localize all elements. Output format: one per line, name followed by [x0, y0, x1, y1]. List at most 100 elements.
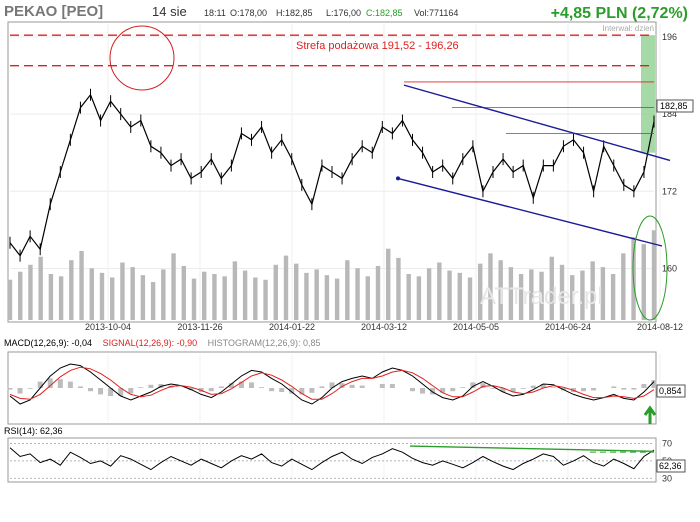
trend-lines	[10, 34, 671, 247]
volume-bar	[406, 274, 411, 320]
macd-histogram-bar	[410, 388, 415, 392]
volume-bar	[478, 263, 483, 320]
volume-bar	[150, 282, 156, 320]
axis-labels: 160 172 184 196 2013-10-04 2013-11-26 2014-01-…	[85, 32, 683, 483]
macd-histogram-bar	[420, 388, 426, 394]
macd-histogram-bar	[440, 388, 446, 393]
date-tick-label: 2014-05-05	[453, 322, 499, 332]
volume-bar	[590, 261, 595, 320]
macd-histogram-bar	[611, 386, 617, 388]
date-tick-label: 2013-10-04	[85, 322, 131, 332]
macd-legend: MACD(12,26,9): -0,04 SIGNAL(12,26,9): -0…	[4, 338, 321, 348]
volume-bar	[355, 268, 360, 320]
breakout-zone	[641, 35, 655, 153]
macd-histogram-bar	[500, 388, 506, 392]
macd-histogram-bar	[631, 388, 637, 390]
price-series	[9, 88, 655, 262]
volume-bar	[181, 265, 186, 320]
macd-histogram-bar	[430, 388, 436, 395]
channel-lower-line	[397, 177, 663, 247]
macd-histogram-bar	[641, 384, 647, 388]
signal-line	[9, 366, 655, 400]
symbol-title: PEKAO [PEO]	[4, 3, 103, 20]
date-tick-label: 2014-03-12	[361, 322, 407, 332]
volume-bar	[253, 277, 258, 320]
rsi-panel	[7, 437, 657, 483]
macd-legend-signal: SIGNAL(12,26,9): -0,90	[103, 338, 198, 348]
volume-bar	[263, 279, 268, 320]
macd-histogram-bar	[530, 385, 536, 388]
macd-histogram-bar	[581, 388, 587, 392]
low-label: L:176,00	[326, 8, 361, 18]
volume-bar	[508, 267, 514, 320]
volume-bar	[69, 260, 74, 320]
macd-histogram-bar	[309, 388, 315, 393]
macd-histogram-bar	[379, 384, 385, 388]
volume-bar	[386, 248, 391, 320]
volume-bar	[7, 279, 13, 320]
macd-histogram-bar	[249, 382, 254, 388]
price-tick-label: 172	[662, 186, 677, 196]
macd-histogram-bar	[238, 381, 244, 388]
volume-bar	[498, 260, 503, 320]
macd-histogram-bar	[289, 388, 295, 394]
price-last-tag	[656, 99, 694, 113]
date-label: 14 sie	[152, 4, 187, 19]
volume-bar	[110, 277, 115, 320]
volume-bar	[570, 275, 575, 320]
volume-bar	[416, 276, 422, 320]
rsi-line	[9, 447, 655, 471]
price-line	[9, 93, 655, 257]
volume-bar	[518, 274, 524, 320]
volume-bar	[232, 261, 238, 320]
volume-bar	[314, 269, 319, 320]
volume-bar	[610, 274, 616, 320]
date-tick-label: 2014-08-12	[637, 322, 683, 332]
macd-last-tag	[656, 384, 686, 398]
price-tick-label: 184	[662, 109, 677, 119]
volume-bar	[488, 253, 493, 320]
volume-bar	[99, 272, 105, 320]
macd-histogram-bar	[470, 382, 476, 388]
macd-last-value: 0,854	[659, 386, 682, 396]
time-label: 18:11	[204, 8, 226, 18]
macd-histogram-bar	[57, 379, 63, 388]
macd-histogram-bar	[490, 388, 496, 389]
change-label: +4,85 PLN (2,72%)	[551, 5, 688, 22]
volume-bar	[600, 267, 606, 320]
macd-histogram-bar	[77, 386, 83, 388]
volume-bar	[242, 270, 248, 320]
high-label: H:182,85	[276, 8, 313, 18]
macd-histogram-bar	[138, 387, 144, 388]
macd-series	[7, 363, 657, 405]
volume-bar	[48, 274, 54, 320]
macd-histogram-bar	[349, 384, 355, 388]
macd-histogram-bar	[359, 385, 365, 388]
macd-histogram-bar	[450, 388, 456, 392]
volume-bar	[273, 264, 278, 320]
volume-bar	[549, 256, 554, 320]
macd-histogram-bar	[339, 383, 345, 388]
volume-bar	[120, 262, 125, 320]
volume-bar	[457, 272, 462, 320]
volume-bar	[447, 270, 452, 320]
macd-histogram-bar	[540, 384, 546, 388]
macd-histogram-bar	[148, 384, 154, 388]
volume-bar	[529, 269, 534, 320]
volume-bar	[324, 275, 330, 320]
macd-histogram-bar	[47, 378, 53, 388]
macd-histogram-bar	[651, 380, 657, 388]
macd-histogram-bar	[27, 388, 33, 389]
interval-label: Interwał: dzień	[602, 24, 654, 33]
date-tick-label: 2014-06-24	[545, 322, 591, 332]
macd-histogram-bar	[279, 388, 285, 392]
volume-bar	[559, 264, 565, 320]
volume-bar	[130, 267, 135, 320]
rsi-series	[9, 443, 655, 479]
volume-bar	[202, 271, 207, 320]
volume-bar	[467, 277, 473, 320]
macd-histogram-bar	[299, 388, 305, 395]
volume-bar	[161, 269, 166, 320]
rsi-tick-label: 30	[662, 473, 672, 483]
zone-annotation: Strefa podażowa 191,52 - 196,26	[296, 40, 459, 52]
